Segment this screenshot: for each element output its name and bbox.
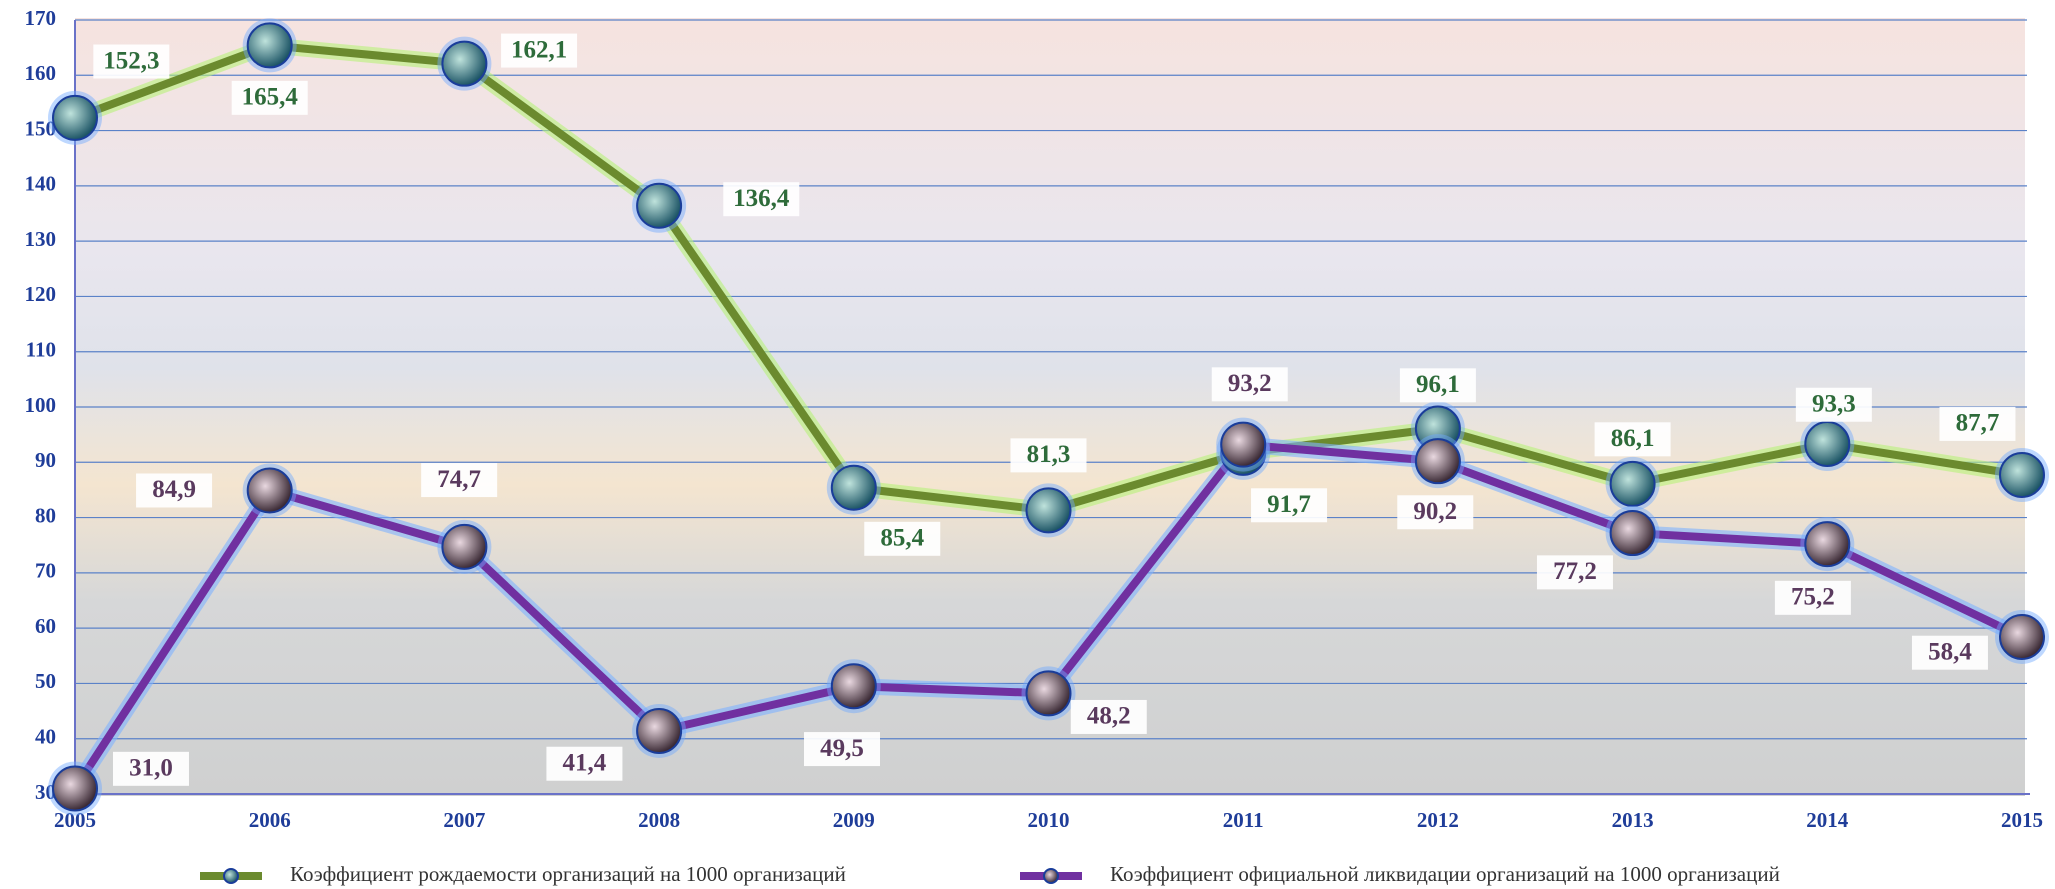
y-tick-label: 90 (35, 448, 56, 472)
value-label: 74,7 (437, 466, 481, 493)
legend-marker (223, 868, 239, 884)
marker (1025, 670, 1072, 717)
x-tick-label: 2008 (638, 808, 680, 832)
value-label-box (804, 732, 881, 767)
value-label: 136,4 (733, 185, 790, 212)
y-tick-label: 120 (25, 282, 57, 306)
marker (1804, 521, 1851, 568)
value-label-box (546, 746, 623, 781)
x-tick-label: 2015 (2001, 808, 2043, 832)
y-tick-label: 50 (35, 669, 56, 693)
x-tick-label: 2010 (1028, 808, 1070, 832)
marker (246, 467, 293, 514)
y-tick-label: 100 (25, 393, 57, 417)
value-label: 87,7 (1956, 410, 2000, 437)
marker (830, 663, 877, 710)
marker (830, 464, 877, 511)
value-label-box (112, 751, 189, 786)
y-tick-label: 160 (25, 61, 57, 85)
y-tick-label: 150 (25, 116, 57, 140)
value-label-box (1211, 367, 1288, 402)
marker (636, 707, 683, 754)
value-label: 77,2 (1553, 558, 1597, 585)
value-label: 93,2 (1228, 370, 1272, 397)
value-label: 84,9 (152, 476, 196, 503)
value-label-box (1774, 580, 1851, 615)
legend-label: Коэффициент официальной ликвидации орган… (1110, 862, 1780, 886)
x-tick-label: 2013 (1612, 808, 1654, 832)
value-label: 81,3 (1027, 441, 1071, 468)
marker (636, 182, 683, 229)
value-label: 48,2 (1087, 703, 1131, 730)
value-label-box (1070, 699, 1147, 734)
x-tick-label: 2012 (1417, 808, 1459, 832)
value-label-box (501, 33, 578, 68)
y-tick-label: 30 (35, 780, 56, 804)
value-label-box (1911, 635, 1988, 670)
value-label-box (421, 463, 498, 498)
legend-label: Коэффициент рождаемости организаций на 1… (290, 862, 846, 886)
value-label: 90,2 (1413, 498, 1457, 525)
value-label: 93,3 (1812, 390, 1856, 417)
marker (246, 22, 293, 69)
marker (1609, 510, 1656, 557)
value-label-box (1795, 387, 1872, 422)
value-label: 49,5 (820, 735, 864, 762)
y-tick-label: 130 (25, 227, 57, 251)
x-tick-label: 2011 (1223, 808, 1264, 832)
value-label: 96,1 (1416, 371, 1460, 398)
value-label-box (1536, 555, 1613, 590)
marker (441, 523, 488, 570)
marker (441, 40, 488, 87)
value-label-box (93, 44, 170, 79)
x-tick-label: 2005 (54, 808, 96, 832)
value-label-box (1399, 368, 1476, 403)
value-label-box (1010, 438, 1087, 473)
y-tick-label: 60 (35, 614, 56, 638)
marker (1609, 460, 1656, 507)
value-label: 58,4 (1928, 638, 1972, 665)
marker (1999, 613, 2045, 660)
marker (52, 94, 98, 141)
y-tick-label: 140 (25, 172, 57, 196)
value-label: 165,4 (242, 84, 299, 111)
x-tick-label: 2006 (249, 808, 291, 832)
value-label-box (864, 521, 941, 556)
y-tick-label: 170 (25, 6, 57, 30)
value-label-box (1251, 488, 1328, 523)
x-tick-label: 2009 (833, 808, 875, 832)
value-label-box (1594, 422, 1671, 457)
value-label: 31,0 (129, 755, 173, 782)
marker (1414, 438, 1461, 485)
legend-marker (1043, 868, 1059, 884)
marker (52, 765, 98, 812)
value-label: 91,7 (1267, 491, 1311, 518)
y-tick-label: 110 (26, 338, 56, 362)
value-label: 162,1 (511, 36, 567, 63)
value-label-box (1939, 406, 2016, 441)
value-label: 41,4 (563, 749, 607, 776)
y-tick-label: 40 (35, 725, 56, 749)
y-tick-label: 70 (35, 559, 56, 583)
value-label-box (723, 182, 800, 217)
value-label: 85,4 (880, 525, 924, 552)
marker (1220, 421, 1267, 468)
marker (1804, 421, 1851, 468)
value-label-box (231, 80, 308, 115)
marker (1025, 487, 1072, 534)
y-tick-label: 80 (35, 503, 56, 527)
marker (1999, 452, 2045, 499)
value-label: 86,1 (1611, 425, 1655, 452)
value-label: 152,3 (103, 47, 159, 74)
value-label: 75,2 (1791, 584, 1835, 611)
x-tick-label: 2014 (1806, 808, 1849, 832)
value-label-box (1397, 495, 1474, 530)
value-label-box (136, 473, 213, 508)
x-tick-label: 2007 (443, 808, 485, 832)
